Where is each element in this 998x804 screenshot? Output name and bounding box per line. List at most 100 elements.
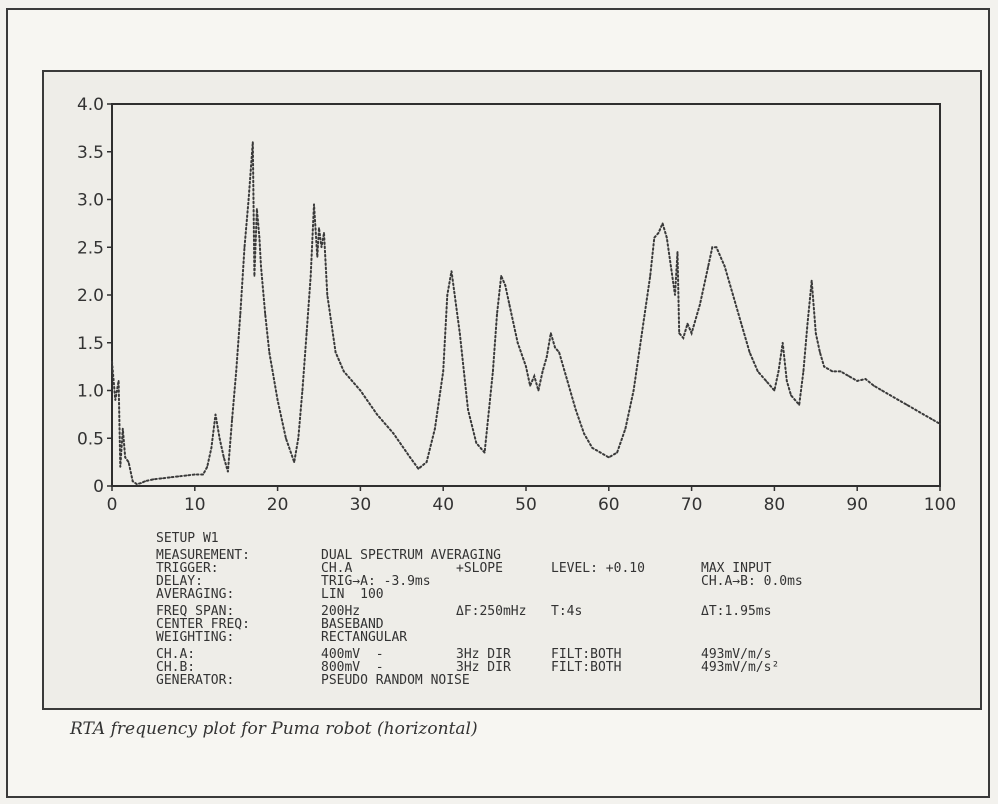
setup-rows-frequency: FREQ SPAN: 200Hz ΔF:250mHz T:4s ΔT:1.95ms CEN…: [156, 605, 956, 644]
setup-value: [551, 631, 701, 644]
data-point: [450, 270, 453, 273]
setup-value: RECTANGULAR: [321, 630, 408, 645]
data-point: [698, 303, 701, 306]
data-point: [117, 380, 120, 382]
setup-value: [456, 618, 551, 631]
data-point: [239, 313, 242, 315]
setup-label: CH.A:: [156, 647, 196, 662]
data-point: [121, 427, 124, 430]
data-point: [554, 346, 556, 349]
data-point: [665, 236, 668, 239]
data-point: [185, 474, 188, 477]
setup-value: [551, 588, 701, 601]
data-point: [256, 208, 258, 210]
data-point: [323, 232, 325, 234]
data-point: [320, 246, 323, 249]
data-point: [641, 332, 643, 335]
setup-value: FILT:BOTH: [551, 647, 622, 662]
data-point: [442, 370, 445, 373]
data-point: [119, 466, 122, 468]
data-point: [214, 413, 217, 416]
x-tick-label: 50: [515, 495, 537, 515]
setup-value: 3Hz DIR: [456, 660, 511, 675]
data-point: [504, 284, 507, 287]
data-point: [549, 332, 552, 335]
data-point: [624, 427, 627, 430]
data-point: [508, 303, 511, 306]
data-point: [914, 408, 917, 411]
y-tick-label: 2.5: [77, 238, 104, 258]
data-point: [707, 265, 710, 268]
x-tick-label: 100: [924, 495, 956, 515]
data-point: [798, 403, 801, 406]
data-point: [939, 423, 941, 425]
setup-label: WEIGHTING:: [156, 630, 235, 645]
data-point: [566, 380, 569, 382]
setup-value: [701, 588, 841, 601]
data-point: [715, 246, 718, 249]
setup-label: FREQ SPAN:: [156, 604, 235, 619]
data-point: [607, 456, 610, 459]
data-point: [318, 227, 320, 230]
setup-label: TRIGGER:: [156, 561, 219, 576]
data-point: [657, 232, 660, 234]
setup-row: TRIGGER: CH.A +SLOPE LEVEL: +0.10 MAX INPUT: [156, 562, 956, 575]
data-point: [243, 246, 246, 249]
data-point: [881, 389, 883, 392]
data-point: [264, 313, 267, 315]
data-point: [258, 236, 261, 239]
data-point: [616, 451, 618, 454]
setup-row: CH.A: 400mV - 3Hz DIR FILT:BOTH 493mV/m/s: [156, 648, 956, 661]
data-point: [864, 378, 867, 380]
setup-value: LEVEL: +0.10: [551, 561, 645, 576]
data-point: [124, 456, 127, 459]
setup-value: ΔT:1.95ms: [701, 604, 772, 619]
data-point: [583, 432, 585, 435]
figure-caption: RTA frequency plot for Puma robot (horiz…: [70, 719, 478, 739]
data-point: [359, 389, 362, 392]
setup-value: CH.A→B: 0.0ms: [701, 574, 803, 589]
figure-box: 0 0.5 1.0 1.5 2.0 2.5 3.0 3.5 4.0 0 10 20 30 40 50 60 70…: [42, 70, 982, 710]
setup-value: [456, 575, 551, 588]
data-point: [131, 480, 134, 483]
data-point: [574, 408, 577, 411]
data-point: [823, 365, 825, 368]
data-point: [777, 370, 780, 373]
y-tick-label: 0: [93, 477, 104, 497]
y-tick-label: 3.0: [77, 191, 104, 211]
data-point: [922, 413, 925, 416]
setup-value: ΔF:250mHz: [456, 604, 527, 619]
x-tick-label: 10: [184, 495, 206, 515]
setup-value: 493mV/m/s²: [701, 660, 780, 675]
data-point: [409, 456, 411, 459]
data-point: [897, 399, 900, 401]
data-point: [293, 461, 296, 464]
y-tick-label: 0.5: [77, 429, 104, 449]
setup-value: [551, 618, 701, 631]
data-point: [251, 141, 254, 144]
setup-value: [456, 674, 551, 687]
data-point: [653, 236, 656, 239]
data-point: [496, 313, 498, 315]
setup-value: 493mV/m/s: [701, 647, 772, 662]
data-point: [301, 389, 304, 392]
setup-value: [456, 631, 551, 644]
data-point: [144, 480, 147, 483]
data-point: [682, 337, 685, 339]
data-point: [558, 351, 561, 354]
y-tick-label: 3.5: [77, 143, 104, 163]
x-tick-label: 70: [681, 495, 703, 515]
data-point: [376, 413, 378, 416]
x-tick-label: 20: [267, 495, 289, 515]
data-point: [140, 482, 142, 485]
page-frame: 0 0.5 1.0 1.5 2.0 2.5 3.0 3.5 4.0 0 10 20 30 40 50 60 70…: [6, 8, 990, 798]
data-point: [711, 246, 714, 249]
x-tick-label: 60: [598, 495, 620, 515]
x-tick-label: 90: [846, 495, 868, 515]
data-point: [276, 399, 279, 401]
setup-row: DELAY: TRIG→A: -3.9ms CH.A→B: 0.0ms: [156, 575, 956, 588]
data-point: [819, 351, 821, 354]
setup-label: CH.B:: [156, 660, 196, 675]
data-point: [649, 275, 652, 277]
data-point: [500, 275, 503, 277]
